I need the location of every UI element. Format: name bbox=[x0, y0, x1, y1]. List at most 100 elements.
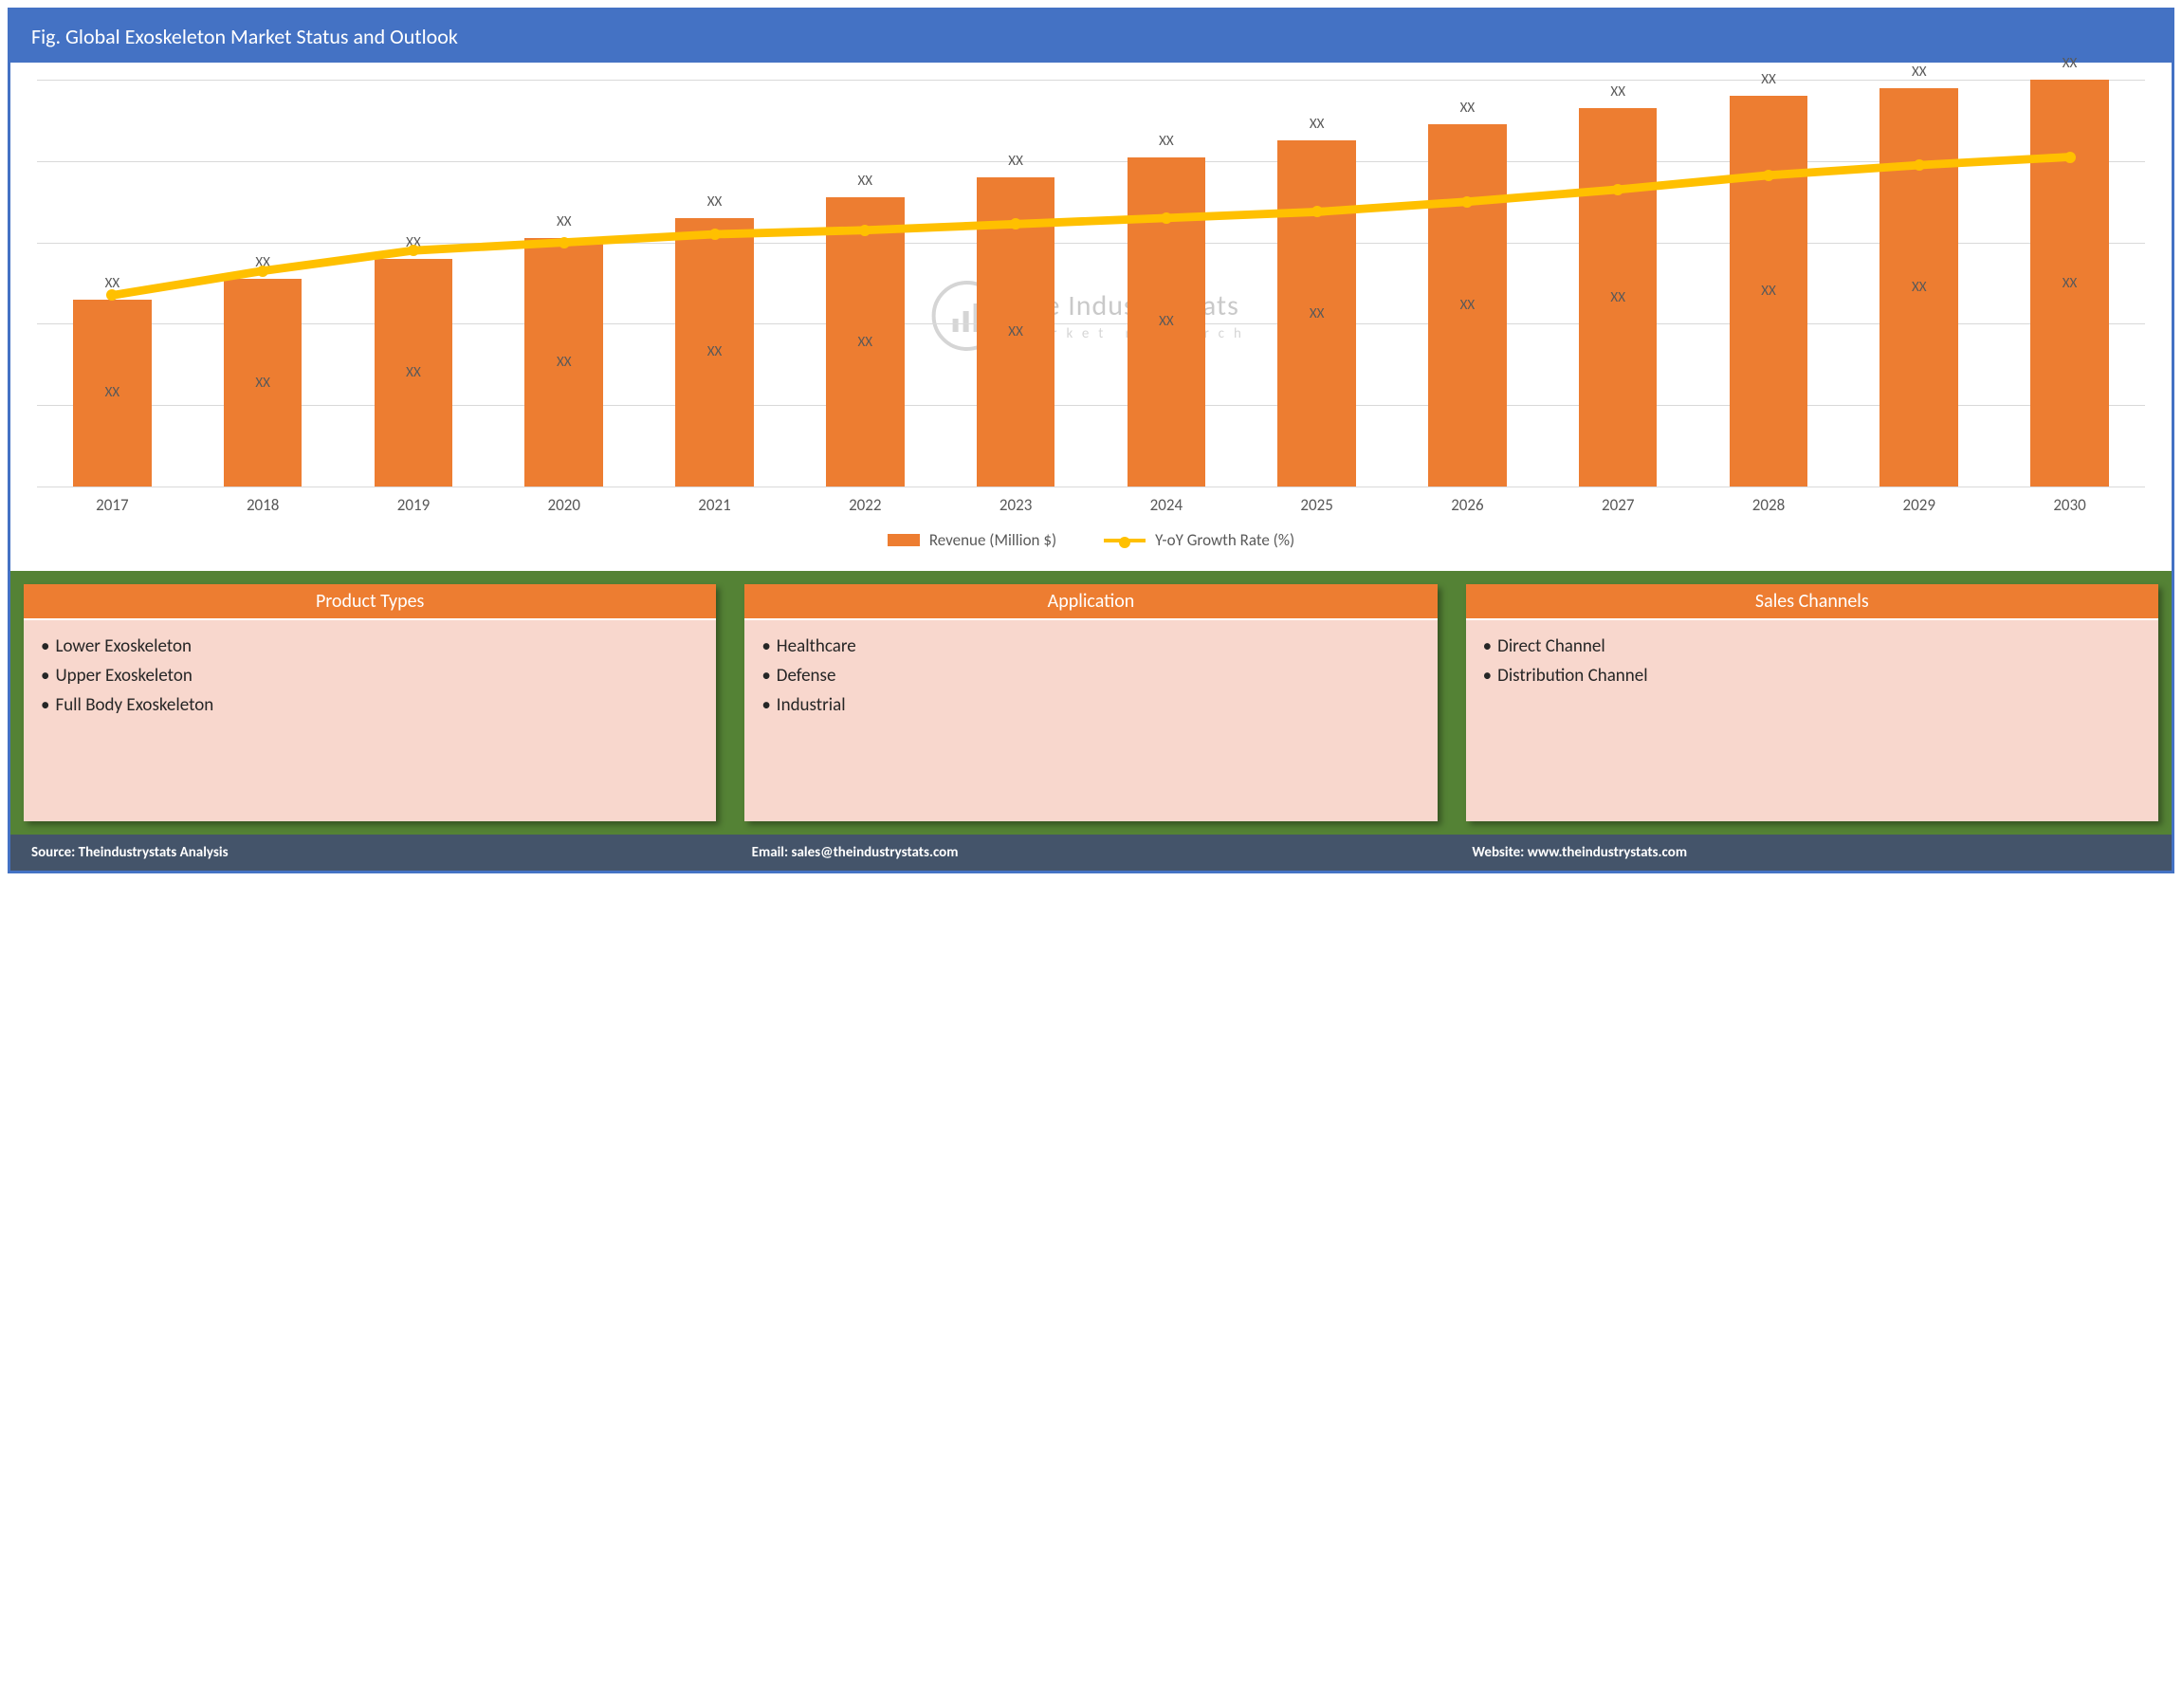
bar-top-label: XX bbox=[1008, 153, 1023, 170]
line-marker bbox=[1914, 159, 1925, 171]
bar-inner-label: XX bbox=[1008, 323, 1023, 340]
bar-top-label: XX bbox=[1310, 116, 1325, 133]
legend-label-growth: Y-oY Growth Rate (%) bbox=[1155, 530, 1294, 550]
line-marker bbox=[559, 237, 570, 248]
x-tick: 2022 bbox=[790, 495, 941, 515]
panel-item: Full Body Exoskeleton bbox=[41, 690, 699, 720]
x-tick: 2020 bbox=[488, 495, 639, 515]
bar-inner-label: XX bbox=[1761, 283, 1776, 300]
bar-slot: XXXX bbox=[339, 80, 489, 487]
x-tick: 2025 bbox=[1241, 495, 1392, 515]
bar-slot: XXXX bbox=[1994, 80, 2145, 487]
chart-legend: Revenue (Million $) Y-oY Growth Rate (%) bbox=[37, 515, 2145, 563]
line-marker bbox=[257, 266, 268, 277]
bar: XX bbox=[1277, 140, 1356, 487]
bar: XX bbox=[826, 197, 905, 487]
x-tick: 2028 bbox=[1694, 495, 1844, 515]
panel-title: Sales Channels bbox=[1466, 584, 2158, 620]
panel-title: Application bbox=[744, 584, 1437, 620]
x-tick: 2030 bbox=[1994, 495, 2145, 515]
bar-top-label: XX bbox=[1159, 133, 1174, 150]
footer-source: Source: Theindustrystats Analysis bbox=[10, 835, 731, 871]
bar-slot: XX XX bbox=[1543, 80, 1694, 487]
bar: XX bbox=[675, 218, 754, 487]
bar: XX bbox=[224, 279, 303, 487]
bar-inner-label: XX bbox=[858, 334, 873, 351]
info-panel: ApplicationHealthcareDefenseIndustrial bbox=[744, 584, 1437, 821]
bar-inner-label: XX bbox=[1912, 279, 1927, 296]
legend-swatch-line bbox=[1104, 539, 1146, 542]
legend-item-revenue: Revenue (Million $) bbox=[888, 530, 1056, 550]
bar-slot: XX XX bbox=[790, 80, 941, 487]
bar-slot: XX XX bbox=[639, 80, 790, 487]
line-marker bbox=[1612, 184, 1623, 195]
bar-slot: XX XX bbox=[1091, 80, 1241, 487]
bar-top-label: XX bbox=[858, 173, 873, 190]
x-tick: 2024 bbox=[1091, 495, 1241, 515]
panel-title: Product Types bbox=[24, 584, 716, 620]
footer-website: Website: www.theindustrystats.com bbox=[1451, 835, 2172, 871]
bar-slot: XX XX bbox=[1392, 80, 1543, 487]
bar-top-label: XX bbox=[2063, 55, 2078, 72]
bar-slot: XX XX bbox=[941, 80, 1091, 487]
bar: XX bbox=[1730, 96, 1808, 487]
info-panel: Product TypesLower ExoskeletonUpper Exos… bbox=[24, 584, 716, 821]
x-tick: 2017 bbox=[37, 495, 188, 515]
panel-item: Upper Exoskeleton bbox=[41, 661, 699, 690]
bar-top-label: XX bbox=[1761, 71, 1776, 88]
bar-slot: XX XX bbox=[488, 80, 639, 487]
legend-label-revenue: Revenue (Million $) bbox=[929, 530, 1056, 550]
x-tick: 2029 bbox=[1843, 495, 1994, 515]
bar: XX bbox=[1879, 88, 1958, 487]
bar-inner-label: XX bbox=[1460, 297, 1476, 314]
line-marker bbox=[859, 225, 871, 236]
figure-footer: Source: Theindustrystats Analysis Email:… bbox=[10, 835, 2172, 871]
figure-frame: Fig. Global Exoskeleton Market Status an… bbox=[8, 8, 2174, 873]
plot-region: The Industry Stats market research XXXXX… bbox=[37, 80, 2145, 487]
x-tick: 2027 bbox=[1543, 495, 1694, 515]
chart-area: The Industry Stats market research XXXXX… bbox=[10, 63, 2172, 571]
bar-inner-label: XX bbox=[1310, 305, 1325, 322]
legend-item-growth: Y-oY Growth Rate (%) bbox=[1104, 530, 1294, 550]
bar-slot: XXXX bbox=[188, 80, 339, 487]
panel-item: Lower Exoskeleton bbox=[41, 632, 699, 661]
x-tick: 2018 bbox=[188, 495, 339, 515]
figure-title: Fig. Global Exoskeleton Market Status an… bbox=[10, 10, 2172, 63]
panel-item: Defense bbox=[761, 661, 1420, 690]
bar-top-label: XX bbox=[1610, 83, 1625, 101]
bar-slot: XXXX bbox=[1843, 80, 1994, 487]
legend-swatch-bar bbox=[888, 534, 920, 546]
panel-item: Distribution Channel bbox=[1483, 661, 2141, 690]
panel-body: Lower ExoskeletonUpper ExoskeletonFull B… bbox=[24, 620, 716, 731]
x-tick: 2021 bbox=[639, 495, 790, 515]
bar-top-label: XX bbox=[707, 193, 723, 211]
category-panels: Product TypesLower ExoskeletonUpper Exos… bbox=[10, 571, 2172, 835]
bar: XX bbox=[1579, 108, 1658, 487]
bar: XX bbox=[73, 300, 152, 487]
panel-item: Industrial bbox=[761, 690, 1420, 720]
info-panel: Sales ChannelsDirect ChannelDistribution… bbox=[1466, 584, 2158, 821]
footer-email: Email: sales@theindustrystats.com bbox=[731, 835, 1452, 871]
bar: XX bbox=[1128, 157, 1206, 487]
bar-top-label: XX bbox=[557, 213, 572, 230]
x-axis: 2017201820192020202120222023202420252026… bbox=[37, 495, 2145, 515]
bar-slot: XXXX bbox=[1694, 80, 1844, 487]
bar-inner-label: XX bbox=[255, 375, 270, 392]
bar-inner-label: XX bbox=[2063, 275, 2078, 292]
bar: XX bbox=[2030, 80, 2109, 487]
bar: XX bbox=[524, 238, 603, 487]
bar-slot: XXXX bbox=[37, 80, 188, 487]
bars-layer: XX XX XX XX XX XX XX XX XX XX XX XX XX XX XX XX XX XX XX XX… bbox=[37, 80, 2145, 487]
x-tick: 2019 bbox=[339, 495, 489, 515]
bar-inner-label: XX bbox=[406, 364, 421, 381]
x-tick: 2023 bbox=[941, 495, 1091, 515]
panel-body: Direct ChannelDistribution Channel bbox=[1466, 620, 2158, 702]
bar-top-label: XX bbox=[1460, 100, 1476, 117]
bar-inner-label: XX bbox=[105, 384, 120, 401]
bar-inner-label: XX bbox=[1610, 289, 1625, 306]
line-marker bbox=[1161, 212, 1172, 224]
line-marker bbox=[1763, 170, 1774, 181]
bar-slot: XX XX bbox=[1241, 80, 1392, 487]
bar: XX bbox=[375, 259, 453, 487]
panel-item: Direct Channel bbox=[1483, 632, 2141, 661]
